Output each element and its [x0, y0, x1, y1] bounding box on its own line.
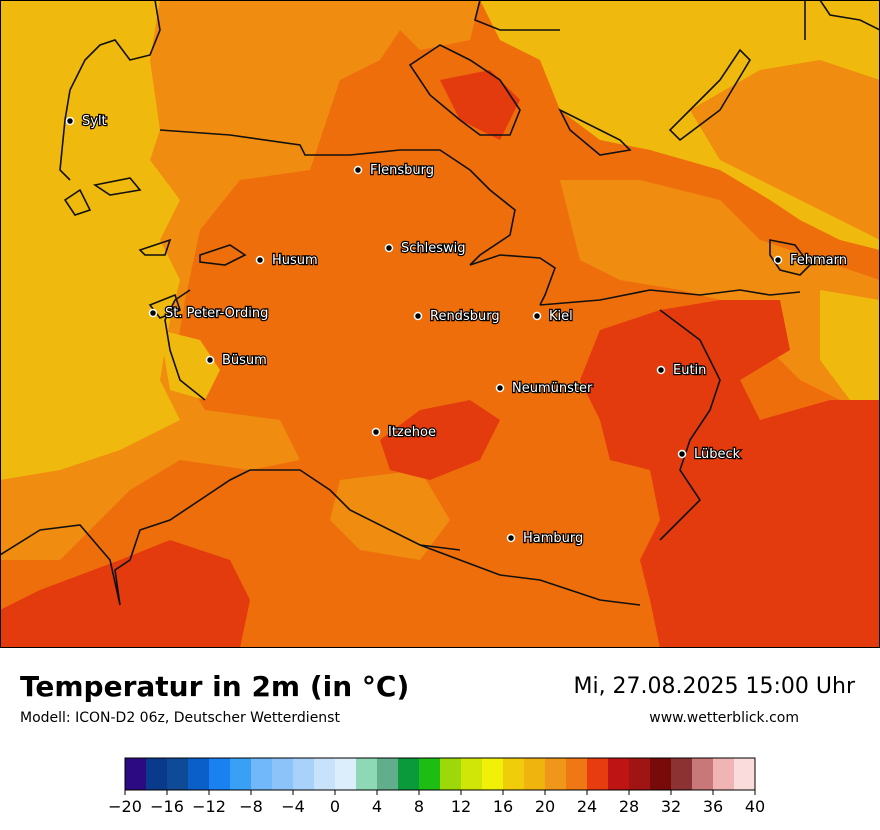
color-swatch [608, 758, 630, 790]
city-schleswig: Schleswig [384, 240, 467, 257]
city-label-fehmarn: Fehmarn [790, 253, 847, 268]
scale-tick-label: −16 [150, 797, 184, 816]
color-swatch [209, 758, 231, 790]
footer: Temperatur in 2m (in °C) Modell: ICON-D2… [0, 648, 880, 830]
city-flensburg: Flensburg [353, 162, 435, 179]
city-itzehoe: Itzehoe [371, 424, 437, 441]
color-swatch [440, 758, 462, 790]
scale-tick-label: −20 [108, 797, 142, 816]
color-swatch [188, 758, 210, 790]
color-swatch [356, 758, 378, 790]
city-kiel: Kiel [532, 308, 574, 325]
scale-tick-label: 32 [661, 797, 681, 816]
city-label-itzehoe: Itzehoe [388, 425, 436, 440]
website-link[interactable]: www.wetterblick.com [649, 710, 799, 726]
city-label-husum: Husum [272, 253, 318, 268]
city-sylt: Sylt [65, 113, 108, 130]
temperature-field-24-26-sw [0, 540, 250, 648]
city-label-flensburg: Flensburg [370, 163, 434, 178]
color-swatch [629, 758, 651, 790]
color-swatch [146, 758, 168, 790]
scale-tick-label: 16 [493, 797, 513, 816]
color-swatch [293, 758, 315, 790]
city-buesum: Büsum [205, 352, 268, 369]
scale-tick-label: 40 [745, 797, 765, 816]
color-scale-border [124, 757, 756, 791]
color-swatch [587, 758, 609, 790]
color-swatch [272, 758, 294, 790]
temperature-field-24-26-east [580, 300, 880, 648]
color-swatch [314, 758, 336, 790]
city-luebeck: Lübeck [677, 446, 742, 463]
color-swatch [650, 758, 672, 790]
city-label-eutin: Eutin [673, 363, 706, 378]
temperature-field-24-26-itzehoe [380, 400, 500, 480]
color-swatch [524, 758, 546, 790]
city-label-hamburg: Hamburg [523, 531, 583, 546]
map-title: Temperatur in 2m (in °C) [20, 670, 410, 703]
temperature-field-16-20-west [0, 0, 180, 480]
forecast-datetime: Mi, 27.08.2025 15:00 Uhr [573, 674, 855, 699]
scale-tick-label: −8 [239, 797, 263, 816]
color-swatch [125, 758, 147, 790]
temperature-field-24-26-north [440, 70, 520, 140]
color-swatch [503, 758, 525, 790]
color-swatch [461, 758, 483, 790]
color-swatch [251, 758, 273, 790]
scale-tick-label: −4 [281, 797, 305, 816]
temperature-field-16-20-westb [160, 330, 220, 400]
scale-tick-label: 36 [703, 797, 723, 816]
city-label-kiel: Kiel [549, 309, 573, 324]
color-swatch [545, 758, 567, 790]
color-swatch [734, 758, 756, 790]
scale-tick-label: 0 [330, 797, 340, 816]
color-swatch [671, 758, 693, 790]
scale-tick-label: 4 [372, 797, 382, 816]
city-label-neumuenster: Neumünster [512, 381, 593, 396]
scale-tick-label: 24 [577, 797, 597, 816]
scale-tick-label: 20 [535, 797, 555, 816]
color-swatch [335, 758, 357, 790]
city-st-peter-ording: St. Peter-Ording [148, 305, 270, 322]
scale-tick-label: 8 [414, 797, 424, 816]
color-swatch [566, 758, 588, 790]
color-swatch [692, 758, 714, 790]
temperature-field-20-22c [330, 470, 450, 560]
color-swatch [230, 758, 252, 790]
color-swatch [713, 758, 735, 790]
color-swatch [377, 758, 399, 790]
color-swatch [482, 758, 504, 790]
city-label-rendsburg: Rendsburg [430, 309, 500, 324]
city-label-sylt: Sylt [82, 114, 107, 129]
coastlines [0, 0, 880, 606]
color-swatch [419, 758, 441, 790]
city-label-st-peter-ording: St. Peter-Ording [165, 306, 268, 321]
city-husum: Husum [255, 252, 319, 269]
city-label-luebeck: Lübeck [694, 447, 741, 462]
city-eutin: Eutin [656, 362, 708, 379]
color-scale-legend: −20 −16 −12 −8 −4 0 4 8 12 16 20 24 28 32 36 40 [108, 757, 765, 816]
temperature-map: Sylt Flensburg Schleswig Husum Fehmarn S… [0, 0, 880, 648]
scale-tick-label: 28 [619, 797, 639, 816]
scale-tick-label: −12 [192, 797, 226, 816]
city-markers: Sylt Flensburg Schleswig Husum Fehmarn S… [65, 113, 848, 547]
temperature-field-16-20-se [820, 290, 880, 420]
color-swatch [398, 758, 420, 790]
city-label-buesum: Büsum [222, 353, 267, 368]
city-fehmarn: Fehmarn [773, 252, 848, 269]
city-label-schleswig: Schleswig [401, 241, 466, 256]
city-neumuenster: Neumünster [495, 380, 594, 397]
city-rendsburg: Rendsburg [413, 308, 501, 325]
scale-tick-label: 12 [451, 797, 471, 816]
color-swatch [167, 758, 189, 790]
color-scale-ticks: −20 −16 −12 −8 −4 0 4 8 12 16 20 24 28 32 36 40 [108, 790, 765, 816]
city-hamburg: Hamburg [506, 530, 584, 547]
temperature-field-20-22e [690, 60, 880, 240]
color-scale-swatches [124, 757, 756, 791]
model-subtitle: Modell: ICON-D2 06z, Deutscher Wetterdie… [20, 710, 340, 726]
